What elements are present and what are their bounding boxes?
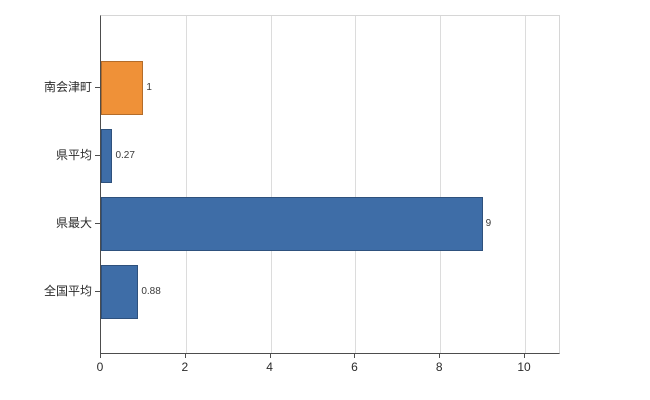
category-label: 全国平均 [43, 284, 92, 298]
x-tick-label: 4 [266, 360, 273, 374]
y-axis-tick [95, 291, 100, 292]
x-axis-tick [354, 353, 356, 358]
x-tick-label: 0 [96, 360, 104, 374]
x-tick-label: 8 [435, 360, 443, 374]
category-label: 県平均 [55, 148, 92, 162]
x-axis-tick [100, 353, 101, 358]
gridline-x-8 [440, 16, 442, 353]
bar-1 [101, 129, 113, 183]
bar-value-label: 0.27 [115, 150, 135, 161]
x-axis-tick [524, 353, 526, 358]
x-tick-label: 2 [181, 360, 189, 374]
gridline-x-6 [355, 16, 357, 353]
x-axis-tick [184, 353, 186, 358]
gridline-x-4 [270, 16, 272, 353]
x-tick-label: 6 [351, 360, 358, 374]
plot-area: 1 0.27 9 0.88 [100, 15, 560, 354]
gridline-x-2 [185, 16, 187, 353]
bar-0 [101, 61, 144, 115]
y-axis-tick [95, 87, 100, 88]
category-label: 南会津町 [43, 80, 92, 94]
bar-value-label: 9 [485, 218, 492, 229]
category-label: 県最大 [55, 216, 92, 230]
bar-2 [101, 197, 483, 251]
y-axis-tick [95, 155, 100, 156]
bar-value-label: 0.88 [141, 286, 161, 297]
x-tick-label: 10 [517, 360, 531, 374]
bar-value-label: 1 [146, 82, 152, 93]
gridline-x-10 [525, 16, 527, 353]
bar-3 [101, 265, 139, 319]
x-axis-tick [269, 353, 271, 358]
y-axis-tick [95, 223, 100, 224]
x-axis-tick [439, 353, 441, 358]
